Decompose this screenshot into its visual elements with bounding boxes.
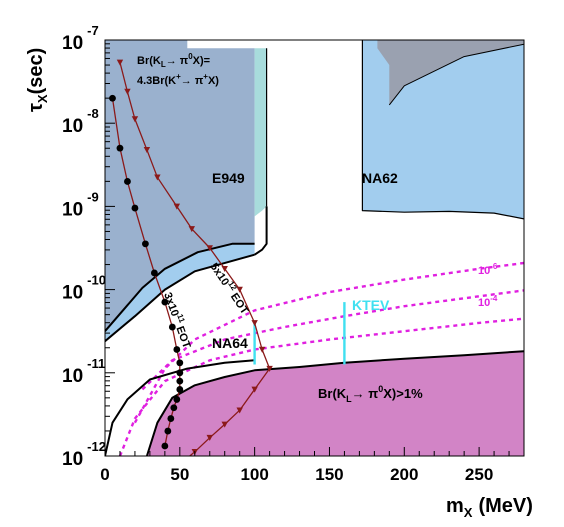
label-br-line1: Br(KL→ π0X)=	[137, 52, 210, 69]
region-kl	[146, 351, 524, 456]
labels: 0 50 100 150 200 250 10-12 10-11 10-10 10-9 10-8 10…	[25, 23, 533, 520]
circle-point-5	[150, 269, 158, 277]
triangle-point-14	[236, 407, 243, 414]
circle-point-16	[164, 427, 172, 435]
x-tick-label-0: 0	[100, 465, 109, 484]
label-ktev: KTEV	[352, 297, 390, 313]
circle-point-2	[124, 178, 131, 185]
y-axis-label: τX(sec)	[25, 48, 50, 112]
triangle-point-3	[143, 147, 151, 154]
y-tick-label-2: 10-10	[62, 273, 106, 304]
dashed-line-1	[141, 289, 524, 391]
region-na62-left	[105, 243, 255, 342]
circle-point-0	[109, 94, 116, 102]
x-tick-label-5: 250	[465, 465, 493, 484]
circle-point-13	[173, 396, 181, 403]
y-tick-label-5: 10-7	[62, 23, 99, 54]
triangle-point-9	[236, 286, 243, 293]
x-tick-label-2: 100	[240, 465, 268, 484]
circle-point-14	[170, 404, 178, 412]
circle-point-11	[176, 377, 184, 385]
curve-wedge-edge	[388, 43, 524, 106]
x-tick-label-3: 150	[315, 465, 343, 484]
triangle-point-15	[221, 421, 228, 428]
y-tick-label-3: 10-9	[62, 189, 99, 220]
triangle-point-1	[124, 88, 131, 95]
triangle-point-10	[251, 320, 258, 327]
triangle-point-2	[131, 116, 139, 123]
label-e949: E949	[212, 170, 245, 186]
circle-point-17	[161, 442, 169, 450]
x-tick-label-4: 200	[390, 465, 418, 484]
y-tick-label-1: 10-11	[62, 356, 105, 387]
curve-kl-bound	[145, 350, 524, 456]
circle-point-15	[167, 415, 175, 422]
triangle-point-8	[221, 266, 228, 272]
circle-point-6	[161, 298, 169, 306]
curve-e949-bound	[105, 242, 255, 332]
curve-na62-right	[361, 40, 524, 220]
circle-point-7	[168, 323, 176, 331]
circle-point-12	[176, 386, 184, 393]
curve-na62-inner	[254, 206, 268, 256]
curve-na64-bound	[105, 359, 255, 456]
circle-point-1	[116, 144, 124, 152]
region-dark-wedge	[377, 40, 524, 105]
x-tick-label-1: 50	[170, 465, 189, 484]
label-kl: Br(KL→ π0X)>1%	[318, 384, 423, 404]
curve-na62-left-bound	[105, 253, 255, 342]
circle-point-10	[176, 369, 184, 377]
circle-point-9	[176, 359, 184, 367]
y-tick-label-4: 10-8	[62, 106, 99, 137]
triangle-point-16	[206, 434, 213, 441]
region-teal-strip	[254, 48, 267, 217]
triangle-point-11	[258, 346, 266, 353]
circle-point-3	[131, 204, 139, 212]
y-tick-label-0: 10-12	[62, 439, 106, 470]
circle-point-8	[173, 346, 181, 353]
plot-area	[105, 40, 524, 456]
triangle-point-0	[116, 59, 124, 66]
region-e949	[105, 40, 255, 332]
triangle-point-12	[266, 365, 273, 372]
label-br-line2: 4.3Br(K+→ π+X)	[137, 72, 219, 87]
triangle-point-5	[173, 203, 181, 210]
triangle-point-7	[206, 245, 213, 252]
triangle-point-13	[251, 386, 258, 393]
label-na64: NA64	[212, 335, 248, 351]
circle-point-4	[142, 240, 149, 248]
dashed-line-2	[118, 317, 524, 456]
dashed-line-0	[133, 261, 524, 424]
triangle-point-4	[154, 174, 161, 181]
label-na62: NA62	[362, 170, 398, 186]
triangle-point-6	[188, 226, 195, 233]
x-axis-label: mX (MeV)	[446, 495, 533, 520]
axes	[104, 39, 525, 457]
